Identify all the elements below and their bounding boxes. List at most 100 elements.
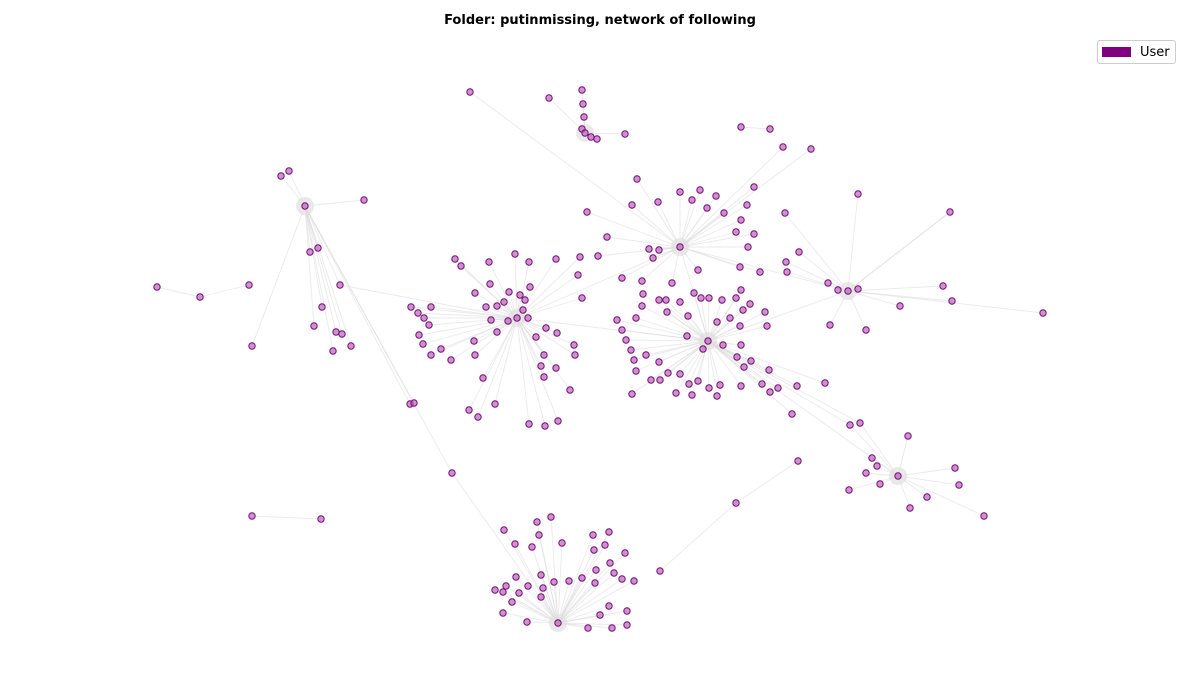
edge xyxy=(557,610,628,624)
user-node xyxy=(526,283,534,291)
user-node xyxy=(627,346,635,354)
user-node xyxy=(732,499,740,507)
edge xyxy=(557,578,623,624)
user-node xyxy=(894,472,902,480)
user-node xyxy=(415,331,423,339)
edge xyxy=(494,317,518,405)
edge xyxy=(679,189,701,248)
edge xyxy=(631,204,681,248)
user-node xyxy=(540,351,548,359)
edge xyxy=(477,317,518,418)
edge xyxy=(304,205,352,347)
edge xyxy=(707,340,793,415)
user-node xyxy=(414,309,422,317)
user-node xyxy=(951,464,959,472)
user-node xyxy=(471,351,479,359)
edge xyxy=(514,253,518,319)
user-node xyxy=(552,255,560,263)
user-node xyxy=(491,400,499,408)
edge xyxy=(251,205,306,347)
user-node xyxy=(761,308,769,316)
user-node xyxy=(590,546,598,554)
user-node xyxy=(699,345,707,353)
user-node xyxy=(285,167,293,175)
user-node xyxy=(618,274,626,282)
edge xyxy=(847,211,951,292)
user-node xyxy=(705,294,713,302)
user-node xyxy=(314,244,322,252)
user-node xyxy=(779,143,787,151)
edge xyxy=(679,246,761,273)
user-node xyxy=(845,486,853,494)
user-node xyxy=(196,293,204,301)
edge xyxy=(339,284,518,319)
user-node xyxy=(788,410,796,418)
user-node xyxy=(554,619,562,627)
user-node xyxy=(647,376,655,384)
user-node xyxy=(493,328,501,336)
edge xyxy=(679,204,748,248)
user-node xyxy=(750,183,758,191)
user-node xyxy=(310,322,318,330)
user-node xyxy=(511,540,519,548)
user-node xyxy=(904,432,912,440)
user-node xyxy=(774,384,782,392)
edge xyxy=(645,340,709,356)
edge xyxy=(597,246,681,257)
user-node xyxy=(737,216,745,224)
user-node xyxy=(552,364,560,372)
edge xyxy=(304,199,365,207)
user-node xyxy=(525,258,533,266)
user-node xyxy=(747,357,755,365)
edge xyxy=(417,312,518,319)
user-node xyxy=(705,384,713,392)
user-node xyxy=(537,362,545,370)
edge xyxy=(707,340,826,384)
user-node xyxy=(676,370,684,378)
user-node xyxy=(580,113,588,121)
user-node xyxy=(592,566,600,574)
user-node xyxy=(688,196,696,204)
user-node xyxy=(486,280,494,288)
user-node xyxy=(317,515,325,523)
user-node xyxy=(664,369,672,377)
user-node xyxy=(525,420,533,428)
user-node xyxy=(630,577,638,585)
user-node xyxy=(621,130,629,138)
edge xyxy=(679,233,755,248)
user-node xyxy=(623,607,631,615)
user-node xyxy=(765,366,773,374)
user-node xyxy=(794,457,802,465)
edge xyxy=(430,306,518,319)
edge xyxy=(557,534,594,624)
user-node xyxy=(737,286,745,294)
user-node xyxy=(948,297,956,305)
edge xyxy=(156,286,201,298)
user-node xyxy=(606,559,614,567)
user-node xyxy=(596,611,604,619)
user-node xyxy=(834,286,842,294)
user-node xyxy=(407,303,415,311)
edge xyxy=(849,424,899,477)
user-node xyxy=(763,322,771,330)
user-node xyxy=(632,367,640,375)
user-node xyxy=(537,571,545,579)
edge xyxy=(740,126,771,130)
user-node xyxy=(662,296,670,304)
user-node xyxy=(521,296,529,304)
user-node xyxy=(613,316,621,324)
edge xyxy=(304,205,334,352)
user-node xyxy=(457,262,465,270)
user-node xyxy=(593,135,601,143)
user-node xyxy=(589,531,597,539)
user-node xyxy=(716,381,724,389)
user-node xyxy=(499,588,507,596)
user-node xyxy=(153,283,161,291)
user-node xyxy=(656,567,664,575)
user-node xyxy=(420,314,428,322)
user-node xyxy=(736,263,744,271)
user-node xyxy=(685,380,693,388)
user-node xyxy=(668,279,676,287)
user-node xyxy=(583,208,591,216)
